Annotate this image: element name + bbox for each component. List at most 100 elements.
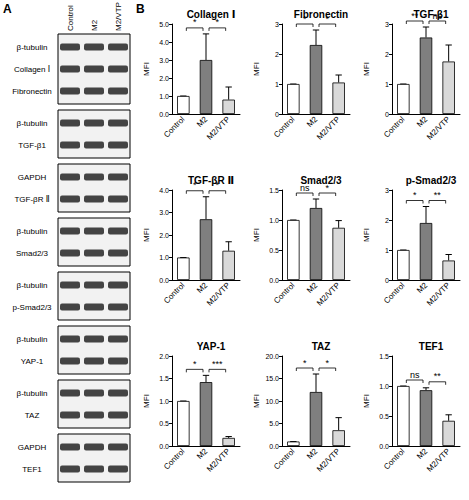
svg-text:0.0: 0.0 (159, 111, 169, 118)
svg-text:1: 1 (385, 247, 389, 254)
svg-text:β-tubulin: β-tubulin (17, 389, 48, 398)
svg-text:**: ** (434, 190, 442, 200)
svg-text:A: A (3, 2, 12, 16)
svg-text:Control: Control (382, 281, 407, 306)
svg-text:Control: Control (66, 5, 75, 31)
svg-text:GAPDH: GAPDH (18, 443, 47, 452)
svg-text:0.0: 0.0 (379, 443, 389, 450)
svg-text:1.5: 1.5 (379, 353, 389, 360)
svg-text:YAP-1: YAP-1 (21, 357, 44, 366)
svg-text:0: 0 (385, 277, 389, 284)
svg-text:3: 3 (385, 21, 389, 28)
svg-text:20.0: 20.0 (265, 353, 279, 360)
svg-text:0.0: 0.0 (159, 277, 169, 284)
svg-text:1: 1 (275, 81, 279, 88)
svg-text:*: * (326, 358, 330, 368)
svg-text:4.0: 4.0 (159, 187, 169, 194)
svg-text:TGF-β1: TGF-β1 (414, 9, 449, 20)
svg-text:YAP-1: YAP-1 (197, 341, 226, 352)
svg-text:M2/VTP: M2/VTP (315, 115, 342, 142)
svg-text:TGF-βR Ⅱ: TGF-βR Ⅱ (14, 195, 49, 204)
svg-text:0: 0 (275, 111, 279, 118)
svg-text:Collagen Ⅰ: Collagen Ⅰ (187, 9, 236, 20)
svg-text:MFI: MFI (362, 62, 371, 76)
svg-text:2.0: 2.0 (159, 232, 169, 239)
svg-text:M2/VTP: M2/VTP (315, 447, 342, 474)
svg-text:M2: M2 (195, 114, 210, 129)
svg-text:*: * (413, 190, 417, 200)
svg-text:M2: M2 (195, 280, 210, 295)
svg-text:3: 3 (275, 21, 279, 28)
svg-text:TAZ: TAZ (312, 341, 331, 352)
svg-text:2: 2 (385, 217, 389, 224)
svg-text:Control: Control (162, 281, 187, 306)
svg-text:B: B (136, 2, 145, 16)
svg-text:1.5: 1.5 (159, 375, 169, 382)
svg-text:2: 2 (275, 51, 279, 58)
svg-text:M2/VTP: M2/VTP (114, 2, 123, 31)
svg-text:*: * (303, 358, 307, 368)
svg-text:MFI: MFI (142, 62, 151, 76)
svg-text:M2/VTP: M2/VTP (425, 447, 452, 474)
svg-text:2.0: 2.0 (159, 75, 169, 82)
svg-text:M2: M2 (305, 114, 320, 129)
svg-text:Collagen Ⅰ: Collagen Ⅰ (14, 65, 50, 74)
svg-text:**: ** (434, 371, 442, 381)
svg-text:2: 2 (385, 51, 389, 58)
svg-text:GAPDH: GAPDH (18, 173, 47, 182)
svg-text:1.0: 1.0 (159, 398, 169, 405)
svg-text:0.5: 0.5 (159, 420, 169, 427)
svg-text:M2/VTP: M2/VTP (425, 281, 452, 308)
svg-text:1.0: 1.0 (159, 254, 169, 261)
svg-text:3.0: 3.0 (159, 209, 169, 216)
svg-text:M2: M2 (415, 446, 430, 461)
svg-text:Fibronectin: Fibronectin (12, 87, 52, 96)
svg-text:0.5: 0.5 (379, 413, 389, 420)
svg-text:0.0: 0.0 (269, 443, 279, 450)
svg-text:10.0: 10.0 (265, 398, 279, 405)
svg-text:M2/VTP: M2/VTP (205, 115, 232, 142)
svg-text:1: 1 (385, 81, 389, 88)
svg-text:*: * (193, 359, 197, 369)
svg-text:p-Smad2/3: p-Smad2/3 (406, 175, 457, 186)
svg-text:5.0: 5.0 (269, 420, 279, 427)
svg-text:TGF-β1: TGF-β1 (18, 141, 46, 150)
svg-text:***: *** (212, 359, 223, 369)
svg-text:M2/VTP: M2/VTP (315, 281, 342, 308)
svg-text:β-tubulin: β-tubulin (17, 119, 48, 128)
svg-text:M2/VTP: M2/VTP (205, 281, 232, 308)
svg-text:MFI: MFI (252, 394, 261, 408)
svg-text:0.0: 0.0 (269, 277, 279, 284)
svg-text:M2: M2 (415, 280, 430, 295)
svg-text:M2: M2 (415, 114, 430, 129)
svg-text:0: 0 (385, 111, 389, 118)
svg-text:Smad2/3: Smad2/3 (300, 175, 342, 186)
svg-text:M2: M2 (90, 19, 99, 31)
svg-text:β-tubulin: β-tubulin (17, 281, 48, 290)
svg-text:1.5: 1.5 (269, 187, 279, 194)
svg-text:Control: Control (382, 447, 407, 472)
svg-text:MFI: MFI (142, 228, 151, 242)
svg-text:Smad2/3: Smad2/3 (16, 249, 49, 258)
svg-text:β-tubulin: β-tubulin (17, 335, 48, 344)
svg-text:β-tubulin: β-tubulin (17, 43, 48, 52)
svg-text:5.0: 5.0 (159, 21, 169, 28)
svg-text:TGF-βR Ⅱ: TGF-βR Ⅱ (188, 175, 234, 186)
svg-text:1.0: 1.0 (379, 383, 389, 390)
svg-text:Control: Control (272, 281, 297, 306)
svg-text:TEF1: TEF1 (419, 341, 444, 352)
svg-text:Control: Control (162, 115, 187, 140)
svg-text:3: 3 (385, 187, 389, 194)
svg-text:M2/VTP: M2/VTP (205, 447, 232, 474)
svg-text:ns: ns (410, 370, 420, 380)
svg-text:M2: M2 (305, 446, 320, 461)
svg-text:Control: Control (382, 115, 407, 140)
svg-text:4.0: 4.0 (159, 39, 169, 46)
svg-text:Control: Control (272, 115, 297, 140)
svg-text:TAZ: TAZ (25, 411, 40, 420)
svg-text:3.0: 3.0 (159, 57, 169, 64)
svg-text:1.0: 1.0 (269, 217, 279, 224)
svg-text:MFI: MFI (252, 62, 261, 76)
svg-text:p-Smad2/3: p-Smad2/3 (12, 303, 52, 312)
svg-text:M2/VTP: M2/VTP (425, 115, 452, 142)
